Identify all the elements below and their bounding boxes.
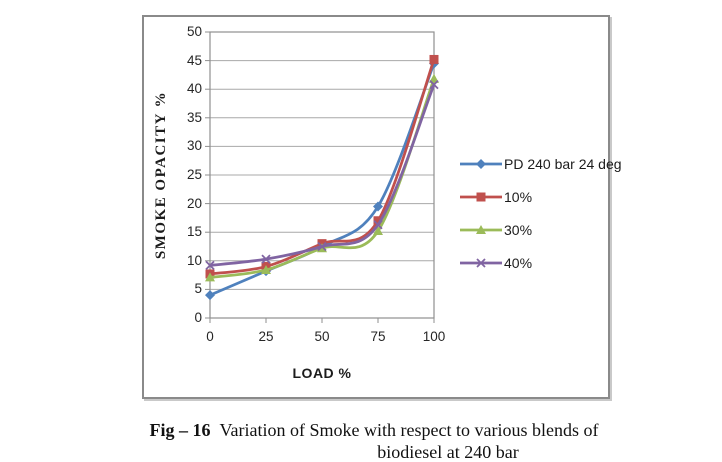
y-axis-title: SMOKE OPACITY % bbox=[153, 90, 169, 260]
legend-swatch bbox=[460, 257, 502, 268]
y-tick-label: 25 bbox=[186, 167, 202, 182]
plot-area bbox=[205, 31, 439, 323]
chart-legend: PD 240 bar 24 deg 10% 30% 40% bbox=[460, 147, 622, 279]
y-tick-label: 0 bbox=[194, 310, 202, 325]
figure-caption-number: Fig – 16 bbox=[149, 420, 211, 440]
legend-swatch bbox=[460, 192, 502, 201]
x-marker bbox=[261, 254, 271, 264]
x-marker bbox=[317, 241, 327, 252]
legend-label: 30% bbox=[504, 221, 533, 238]
figure-caption-line-2: biodiesel at 240 bar bbox=[377, 442, 519, 462]
x-marker bbox=[205, 260, 215, 271]
square-marker bbox=[476, 192, 486, 201]
x-tick-label: 0 bbox=[206, 329, 214, 344]
y-tick-label: 45 bbox=[186, 52, 202, 68]
x-tick-label: 25 bbox=[258, 329, 274, 344]
legend-label: PD 240 bar 24 deg bbox=[504, 155, 622, 172]
triangle-marker bbox=[429, 73, 439, 83]
y-tick-label: 20 bbox=[186, 195, 202, 211]
triangle-marker bbox=[476, 224, 486, 234]
square-marker bbox=[373, 216, 383, 226]
y-tick-label: 10 bbox=[186, 252, 202, 268]
y-tick-label: 5 bbox=[194, 281, 202, 297]
triangle-marker bbox=[261, 264, 271, 274]
triangle-marker bbox=[373, 226, 383, 236]
legend-label: 10% bbox=[504, 188, 533, 205]
legend-swatch bbox=[460, 224, 502, 234]
x-marker bbox=[373, 220, 383, 230]
triangle-marker bbox=[205, 272, 215, 282]
y-tick-label: 35 bbox=[186, 109, 202, 125]
legend-label: 40% bbox=[504, 254, 533, 271]
series-line bbox=[208, 58, 436, 276]
y-tick-label: 50 bbox=[186, 24, 202, 39]
square-marker bbox=[429, 54, 439, 64]
figure-caption-line-1: Fig – 16 Variation of Smoke with respect … bbox=[26, 419, 722, 441]
figure-caption-text: Variation of Smoke with respect to vario… bbox=[219, 420, 599, 440]
legend-item: 30% bbox=[460, 213, 622, 246]
x-tick-label: 100 bbox=[422, 329, 446, 344]
x-marker bbox=[476, 257, 486, 268]
diamond-marker bbox=[476, 158, 486, 169]
y-tick-label: 40 bbox=[186, 81, 202, 97]
x-tick-label: 75 bbox=[370, 329, 386, 344]
legend-swatch bbox=[460, 158, 502, 169]
y-tick-label: 15 bbox=[186, 224, 202, 240]
legend-item: 40% bbox=[460, 246, 622, 279]
series-line bbox=[208, 83, 436, 267]
diamond-marker bbox=[205, 290, 215, 301]
y-tick-label: 30 bbox=[186, 138, 202, 154]
x-axis-title: LOAD % bbox=[292, 365, 352, 381]
legend-item: PD 240 bar 24 deg bbox=[460, 147, 622, 180]
chart-box: 0 5 10 15 20 25 30 35 40 45 50 0 25 50 75 100 SMOKE OP… bbox=[142, 15, 622, 399]
diamond-marker bbox=[373, 201, 383, 212]
x-marker bbox=[429, 79, 439, 90]
legend-item: 10% bbox=[460, 180, 622, 213]
x-tick-label: 50 bbox=[314, 329, 330, 344]
